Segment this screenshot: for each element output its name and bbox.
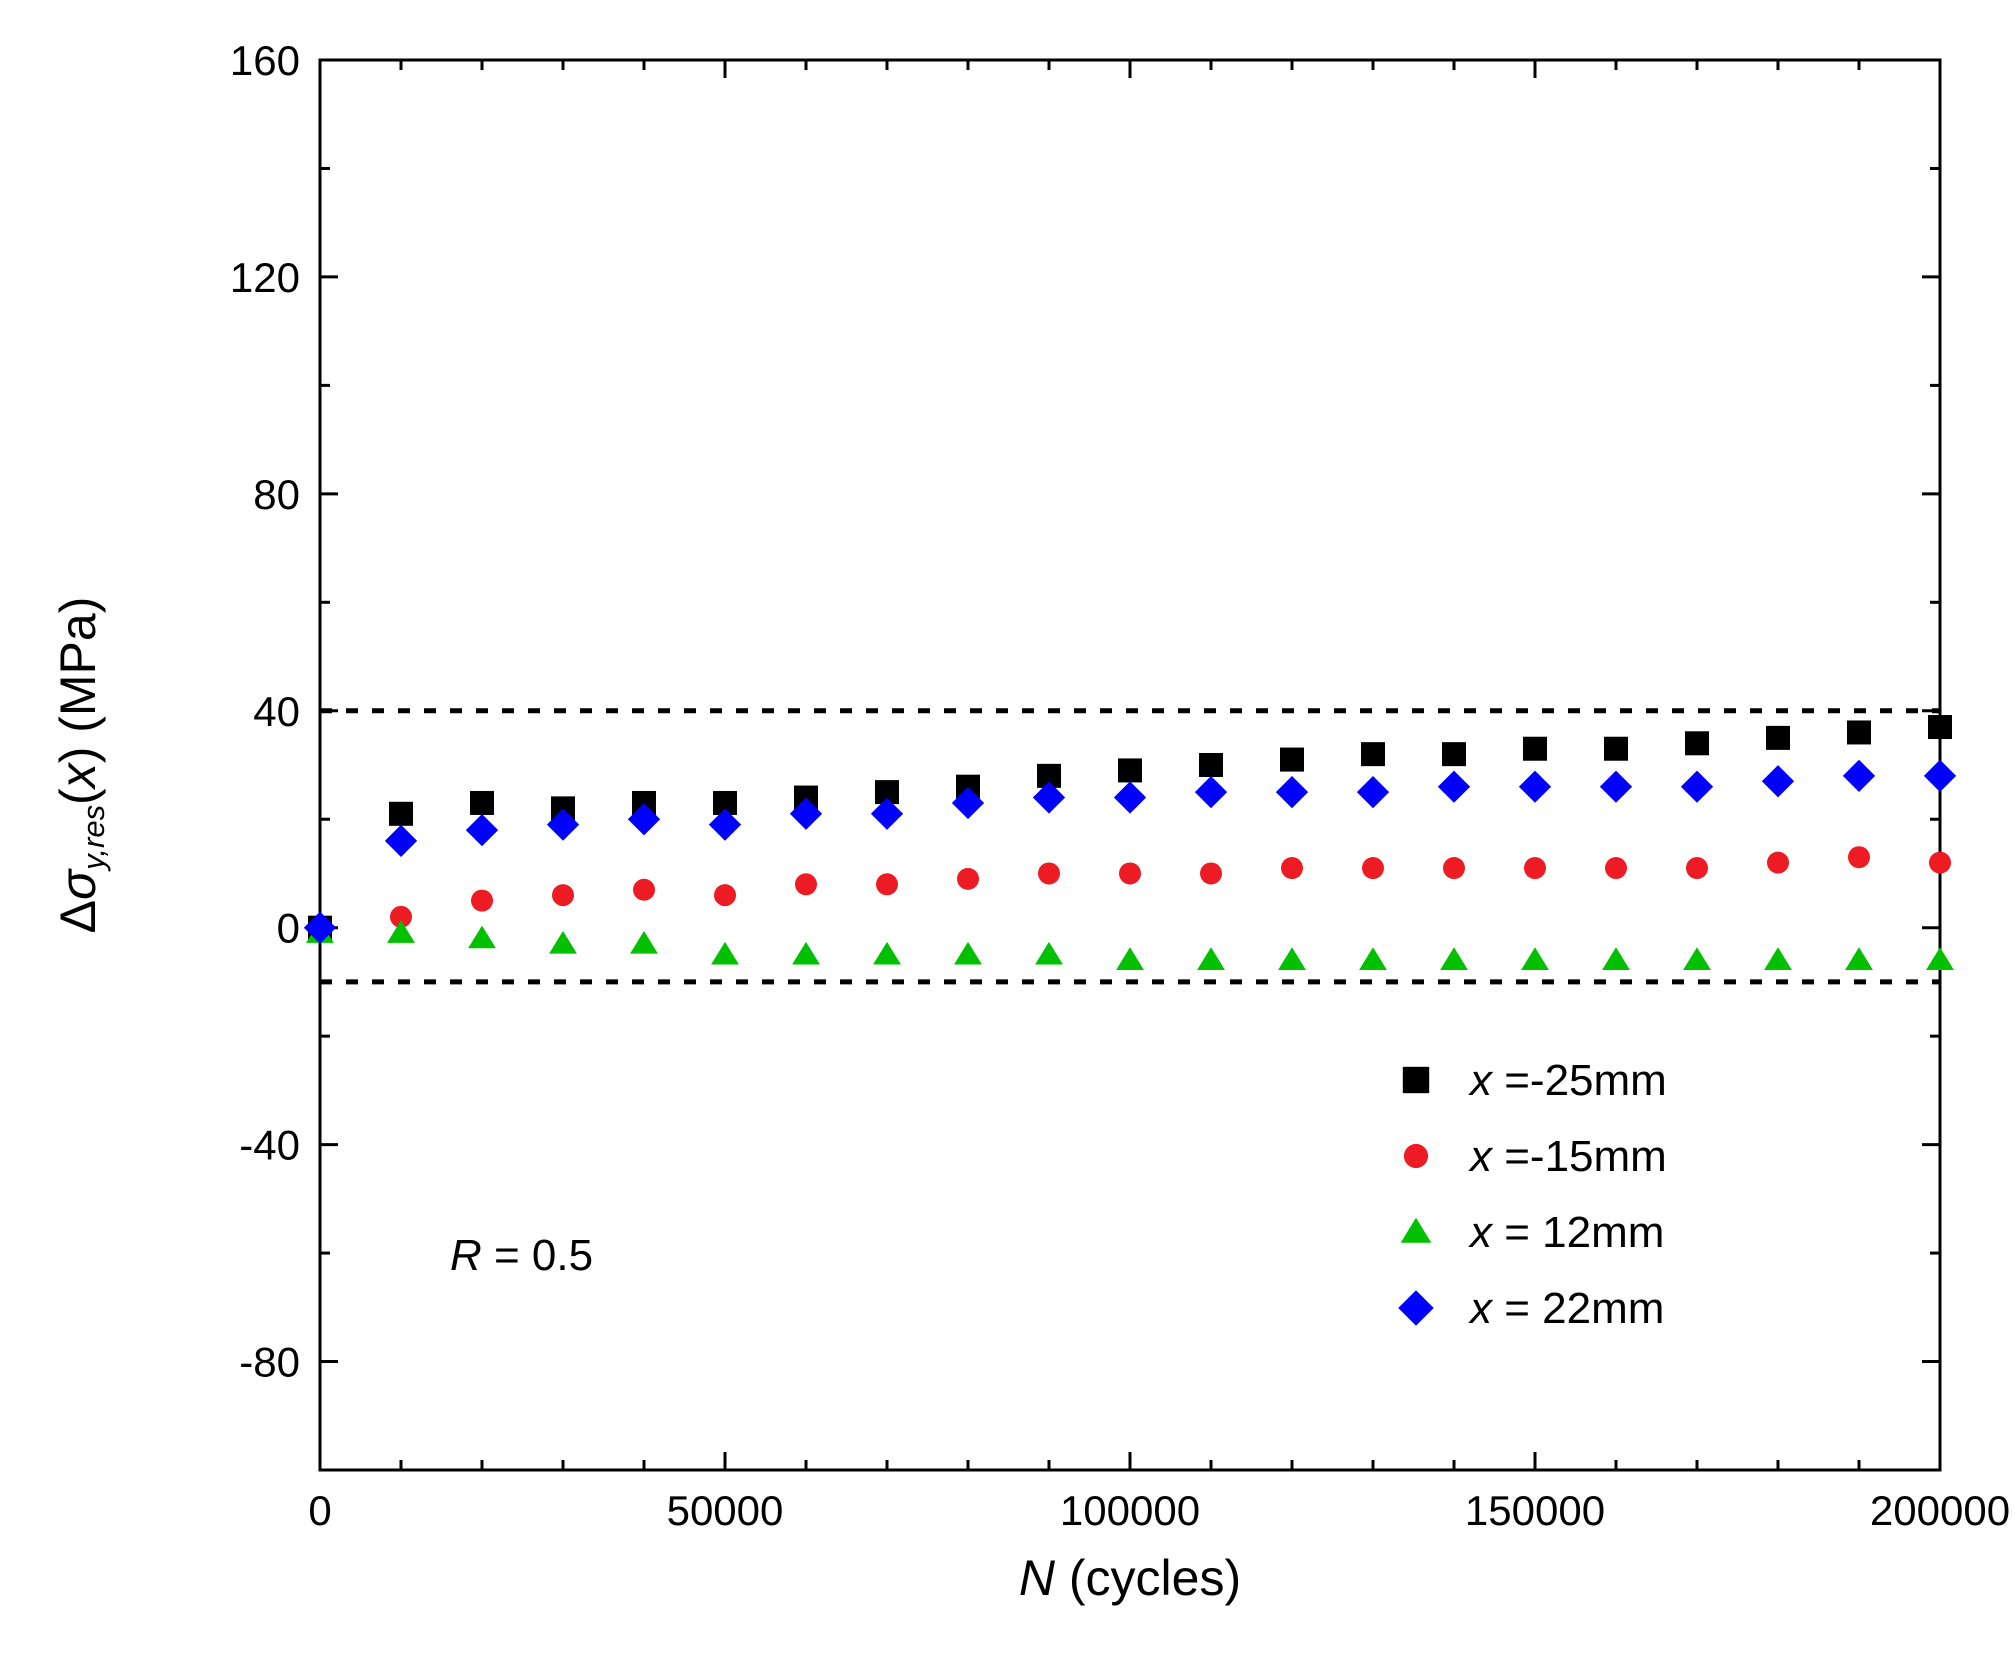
svg-text:160: 160 bbox=[230, 37, 300, 84]
chart-container: 0 50000 100000 150000 200000 -80 -40 0 40 80 120 16… bbox=[0, 0, 2015, 1674]
svg-text:50000: 50000 bbox=[667, 1487, 784, 1534]
annotation-r: R = 0.5 bbox=[450, 1231, 593, 1280]
svg-text:-80: -80 bbox=[239, 1339, 300, 1386]
legend-label: x = 22mm bbox=[1468, 1284, 1664, 1333]
svg-text:-40: -40 bbox=[239, 1122, 300, 1169]
legend-label: x =-15mm bbox=[1468, 1132, 1667, 1181]
svg-text:150000: 150000 bbox=[1465, 1487, 1605, 1534]
svg-text:0: 0 bbox=[277, 905, 300, 952]
svg-text:100000: 100000 bbox=[1060, 1487, 1200, 1534]
svg-text:0: 0 bbox=[308, 1487, 331, 1534]
y-axis-label: Δσy,res(x) (MPa) bbox=[50, 597, 111, 934]
svg-text:120: 120 bbox=[230, 254, 300, 301]
legend-label: x =-25mm bbox=[1468, 1056, 1667, 1105]
scatter-chart: 0 50000 100000 150000 200000 -80 -40 0 40 80 120 16… bbox=[0, 0, 2015, 1674]
legend-label: x = 12mm bbox=[1468, 1208, 1664, 1257]
svg-text:40: 40 bbox=[253, 688, 300, 735]
svg-text:80: 80 bbox=[253, 471, 300, 518]
svg-text:200000: 200000 bbox=[1870, 1487, 2010, 1534]
x-axis-label: N (cycles) bbox=[1019, 1550, 1241, 1606]
